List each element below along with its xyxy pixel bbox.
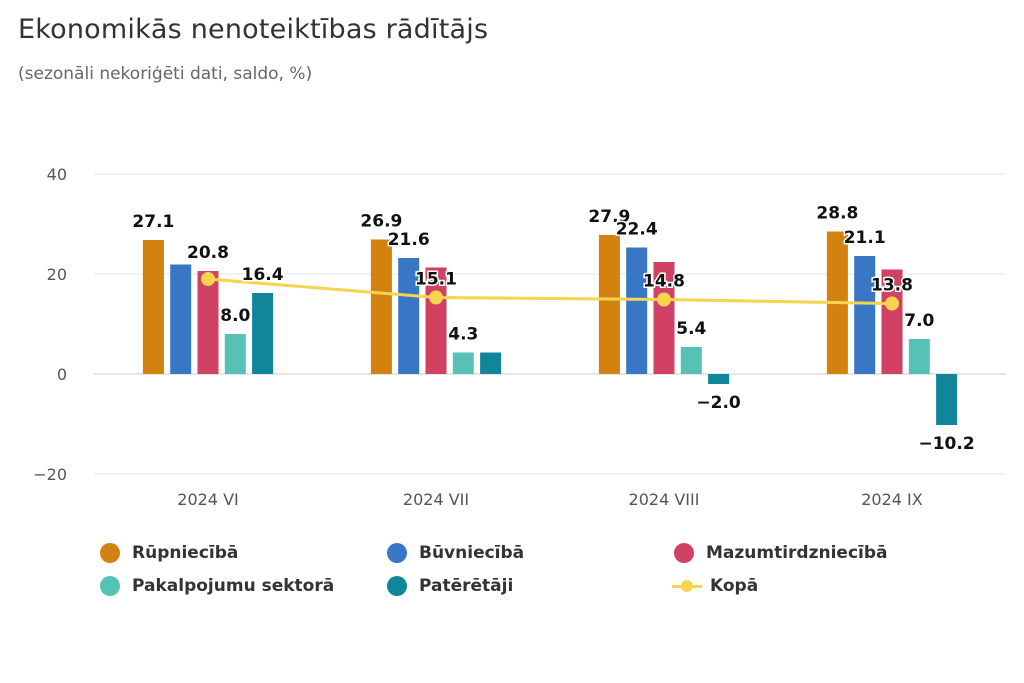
- line-point: [201, 272, 215, 286]
- bar: [708, 374, 730, 384]
- legend-item-kopa[interactable]: Kopā: [672, 571, 758, 601]
- legend-item-rupnieciba[interactable]: Rūpniecībā: [100, 538, 238, 568]
- series-line-kopa: [207, 277, 893, 305]
- data-label: 21.6: [388, 230, 430, 250]
- x-tick-label: 2024 VI: [177, 490, 238, 509]
- data-label: 26.9: [360, 212, 402, 232]
- bar: [197, 271, 219, 374]
- legend-marker-pakalpojumi: [100, 576, 120, 596]
- data-label: −2.0: [696, 393, 741, 413]
- y-tick-label: 0: [57, 365, 67, 384]
- bar: [398, 258, 420, 374]
- legend-item-pakalpojumi[interactable]: Pakalpojumu sektorā: [100, 571, 334, 601]
- data-label: 27.1: [132, 212, 174, 232]
- legend-item-pateretaji[interactable]: Patērētāji: [387, 571, 513, 601]
- chart-subtitle: (sezonāli nekoriģēti dati, saldo, %): [18, 64, 313, 84]
- x-tick-label: 2024 VIII: [629, 490, 700, 509]
- chart-legend: Rūpniecībā Būvniecībā Mazumtirdzniecībā …: [100, 536, 980, 616]
- legend-marker-pateretaji: [387, 576, 407, 596]
- legend-label-pateretaji: Patērētāji: [419, 576, 514, 596]
- bar: [881, 269, 903, 374]
- bar: [626, 247, 648, 374]
- legend-marker-rupnieciba: [100, 543, 120, 563]
- data-label: 13.8: [871, 276, 913, 296]
- bar: [908, 339, 930, 374]
- data-label: 27.9: [588, 207, 630, 227]
- line-point: [885, 296, 899, 311]
- legend-item-buvnieciba[interactable]: Būvniecībā: [387, 538, 524, 568]
- line-point: [429, 290, 443, 305]
- bar: [936, 374, 958, 425]
- legend-label-buvnieciba: Būvniecībā: [419, 543, 525, 563]
- data-label: 22.4: [616, 220, 658, 240]
- bar: [452, 352, 474, 374]
- bar: [224, 334, 246, 374]
- chart-title: Ekonomikās nenoteiktības rādītājs: [18, 14, 489, 45]
- bar: [480, 352, 502, 374]
- legend-label-kopa: Kopā: [710, 576, 759, 596]
- bar: [653, 262, 675, 374]
- data-label: 21.1: [844, 228, 886, 248]
- bar: [854, 256, 876, 374]
- y-tick-label: 40: [47, 165, 67, 184]
- bar: [170, 264, 192, 374]
- legend-marker-mazumtirdznieciba: [674, 543, 694, 563]
- data-label: 20.8: [187, 243, 229, 263]
- data-label: 5.4: [676, 319, 706, 339]
- data-label: 14.8: [643, 272, 685, 292]
- data-label: 7.0: [904, 311, 934, 331]
- data-label: 4.3: [448, 325, 478, 345]
- legend-label-mazumtirdznieciba: Mazumtirdzniecībā: [706, 543, 888, 563]
- legend-label-pakalpojumi: Pakalpojumu sektorā: [132, 576, 335, 596]
- legend-marker-buvnieciba: [387, 543, 407, 563]
- bar: [598, 235, 620, 374]
- data-label: −10.2: [918, 434, 974, 454]
- legend-item-mazumtirdznieciba[interactable]: Mazumtirdzniecībā: [674, 538, 888, 568]
- bar: [680, 347, 702, 374]
- data-label: 15.1: [415, 270, 457, 290]
- bar: [142, 240, 164, 374]
- data-label: 16.4: [242, 265, 284, 285]
- x-tick-label: 2024 VII: [403, 490, 469, 509]
- data-label: 28.8: [816, 204, 858, 224]
- y-tick-label: 20: [47, 265, 67, 284]
- y-tick-label: −20: [33, 465, 67, 484]
- bar: [370, 239, 392, 374]
- legend-line-marker-kopa: [672, 576, 702, 596]
- x-tick-label: 2024 IX: [861, 490, 923, 509]
- legend-label-rupnieciba: Rūpniecībā: [132, 543, 239, 563]
- line-point: [657, 292, 671, 307]
- data-label: 8.0: [220, 306, 250, 326]
- bar: [252, 293, 274, 374]
